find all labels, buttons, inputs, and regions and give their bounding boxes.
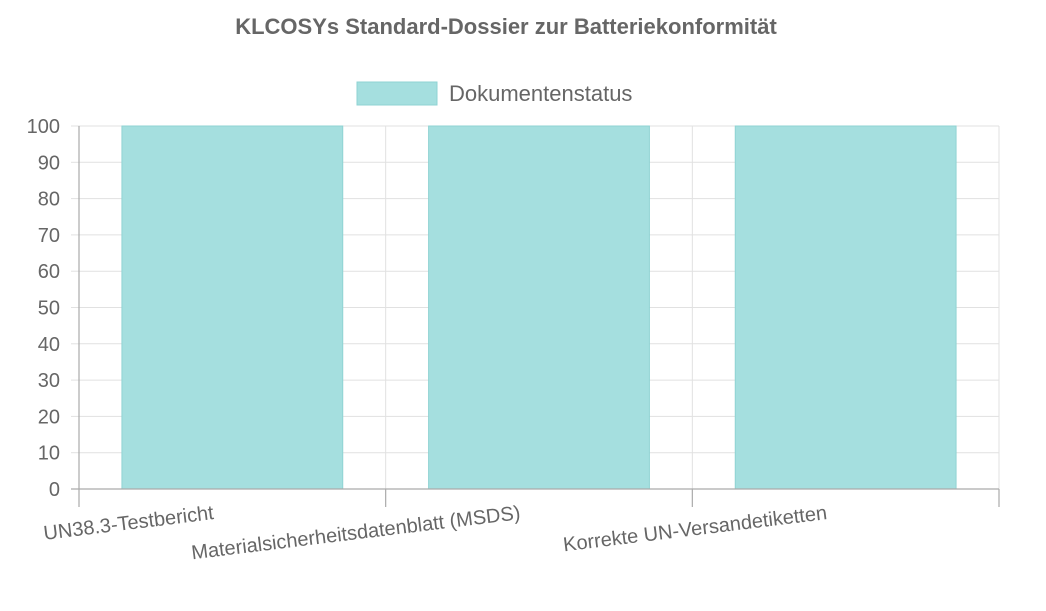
legend-label[interactable]: Dokumentenstatus xyxy=(449,81,632,106)
y-tick-label: 40 xyxy=(38,334,60,356)
y-tick-label: 70 xyxy=(38,225,60,247)
y-axis: 0 10 20 30 40 50 60 70 80 90 100 xyxy=(27,116,80,501)
y-tick-label: 60 xyxy=(38,261,60,283)
x-tick-label: UN38.3-Testbericht xyxy=(42,502,215,545)
y-tick-label: 30 xyxy=(38,370,60,392)
y-tick-label: 20 xyxy=(38,406,60,428)
legend-swatch[interactable] xyxy=(356,81,438,106)
x-tick-label: Korrekte UN-Versandetiketten xyxy=(562,502,828,556)
bar[interactable] xyxy=(428,125,650,490)
x-tick-label: Materialsicherheitsdatenblatt (MSDS) xyxy=(190,502,521,564)
y-tick-label: 50 xyxy=(38,298,60,320)
x-axis: UN38.3-TestberichtMaterialsicherheitsdat… xyxy=(42,488,1000,564)
y-tick-label: 10 xyxy=(38,443,60,465)
y-tick-label: 0 xyxy=(49,479,60,501)
bars xyxy=(121,125,957,490)
y-tick-label: 90 xyxy=(38,152,60,174)
y-tick-label: 80 xyxy=(38,189,60,211)
bar[interactable] xyxy=(121,125,344,490)
chart-title: KLCOSYs Standard-Dossier zur Batteriekon… xyxy=(235,14,777,39)
legend[interactable]: Dokumentenstatus xyxy=(356,81,632,106)
y-tick-label: 100 xyxy=(27,116,60,138)
bar[interactable] xyxy=(734,125,957,490)
